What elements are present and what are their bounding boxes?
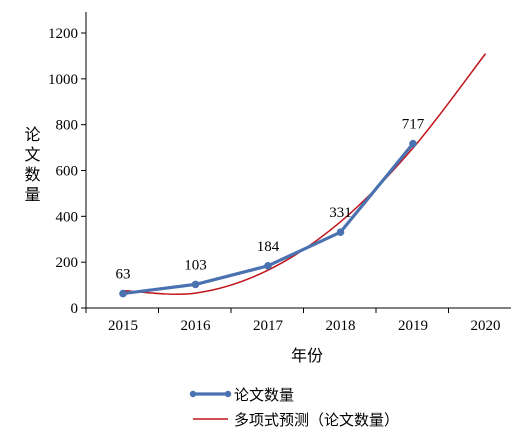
y-tick-label: 1000 [48,72,78,88]
x-axis-ticks: 2015 2016 2017 2018 2019 2020 [85,308,501,334]
y-axis-title: 论文数量 [22,126,41,206]
x-tick-label: 2016 [181,318,212,334]
data-label: 63 [116,267,131,283]
series-line-papers [122,142,415,296]
legend: 论文数量 多项式预测（论文数量） [189,386,399,429]
y-tick-label: 400 [56,209,79,225]
series-layer [119,53,487,298]
y-tick-label: 0 [71,301,79,317]
data-point [119,289,127,298]
data-point [336,228,345,236]
data-label: 103 [184,257,207,273]
data-point [264,262,272,270]
x-tick-label: 2019 [398,318,428,334]
legend-label-trend: 多项式预测（论文数量） [234,411,399,429]
y-tick-label: 600 [56,164,79,180]
data-point [191,280,200,289]
trendline-polynomial [122,53,487,295]
legend-label-papers: 论文数量 [234,386,294,404]
y-tick-label: 800 [56,118,79,134]
data-label: 717 [402,117,425,133]
legend-marker-papers [224,390,232,398]
data-label: 331 [329,205,352,221]
legend-marker-papers [189,390,197,398]
x-tick-label: 2017 [253,318,284,334]
legend-item-papers: 论文数量 [189,386,294,404]
x-axis-title: 年份 [291,346,323,365]
data-point [409,139,417,148]
axes [85,12,511,309]
x-tick-label: 2020 [471,318,501,334]
y-tick-label: 200 [56,255,79,271]
y-tick-label: 1200 [48,26,78,42]
data-labels: 63 103 184 331 717 [116,117,425,283]
legend-item-trend: 多项式预测（论文数量） [193,411,399,429]
x-tick-label: 2015 [108,318,138,334]
y-axis-ticks: 0 200 400 600 800 1000 1200 [48,26,86,317]
data-label: 184 [257,239,280,255]
x-tick-label: 2018 [326,318,356,334]
